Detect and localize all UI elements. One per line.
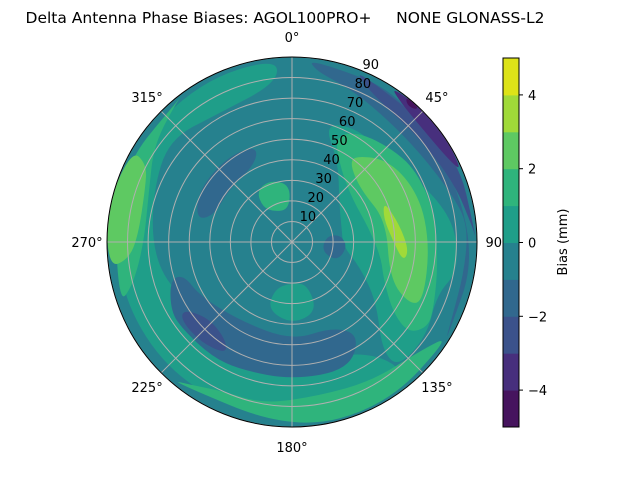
polar-plot-area xyxy=(107,57,477,427)
angular-tick-label: 180° xyxy=(276,441,307,456)
colorbar-segment xyxy=(503,168,519,207)
angular-tick-label: 270° xyxy=(71,236,102,251)
radial-tick-label: 80 xyxy=(355,77,372,92)
angular-tick-label: 225° xyxy=(131,381,162,396)
contour-region xyxy=(359,75,476,236)
radial-tick-label: 40 xyxy=(323,153,340,168)
radial-tick-labels: 10 20 30 40 50 60 70 80 90 xyxy=(300,58,379,225)
polar-grid xyxy=(107,57,477,427)
contour-region xyxy=(311,62,470,336)
colorbar-segment xyxy=(503,94,519,133)
polar-frame xyxy=(106,56,478,428)
radial-tick-label: 60 xyxy=(339,115,356,130)
radial-tick-label: 70 xyxy=(347,96,364,111)
colorbar-tick-label: −2 xyxy=(528,310,547,325)
colorbar-segment xyxy=(503,279,519,317)
colorbar-tick-label: 0 xyxy=(528,237,536,252)
angular-tick-label: 0° xyxy=(285,31,300,46)
contour-region xyxy=(394,90,459,168)
colorbar: −4 −2 0 2 4 xyxy=(502,57,547,428)
angular-gridline xyxy=(160,110,293,243)
contour-region xyxy=(258,181,290,211)
colorbar-segment xyxy=(503,205,519,243)
radial-tick-label: 90 xyxy=(363,58,380,73)
colorbar-segment xyxy=(503,316,519,354)
contour-region xyxy=(197,148,257,218)
colorbar-segment xyxy=(503,242,519,280)
contour-region xyxy=(178,340,442,423)
contour-region xyxy=(406,98,418,109)
colorbar-segment xyxy=(503,58,519,96)
contour-region xyxy=(170,276,356,378)
contour-region xyxy=(182,311,227,351)
angular-tick-label: 135° xyxy=(421,381,452,396)
angular-tick-label: 45° xyxy=(425,91,448,106)
colorbar-segment xyxy=(503,390,519,428)
angular-gridline xyxy=(291,110,424,243)
chart-title: Delta Antenna Phase Biases: AGOL100PRO+ … xyxy=(26,9,545,27)
colorbar-tick-label: 4 xyxy=(528,89,536,104)
angular-tick-labels: 0°45°90°135°180°225°270°315° xyxy=(71,31,508,456)
angular-tick-label: 315° xyxy=(131,91,162,106)
radial-tick-label: 10 xyxy=(300,210,317,225)
contour-region xyxy=(323,235,346,259)
colorbar-tick-label: 2 xyxy=(528,163,536,178)
contour-region xyxy=(107,155,147,265)
colorbar-label: Bias (mm) xyxy=(556,209,571,276)
colorbar-tick-label: −4 xyxy=(528,384,547,399)
contour-region xyxy=(383,205,408,258)
angular-gridline xyxy=(291,241,424,374)
contour-regions xyxy=(107,62,476,423)
colorbar-segment xyxy=(503,131,519,170)
colorbar-segment xyxy=(503,353,519,391)
angular-gridline xyxy=(160,241,293,374)
radial-tick-label: 20 xyxy=(307,191,324,206)
radial-tick-label: 50 xyxy=(331,134,348,149)
radial-tick-label: 30 xyxy=(315,172,332,187)
